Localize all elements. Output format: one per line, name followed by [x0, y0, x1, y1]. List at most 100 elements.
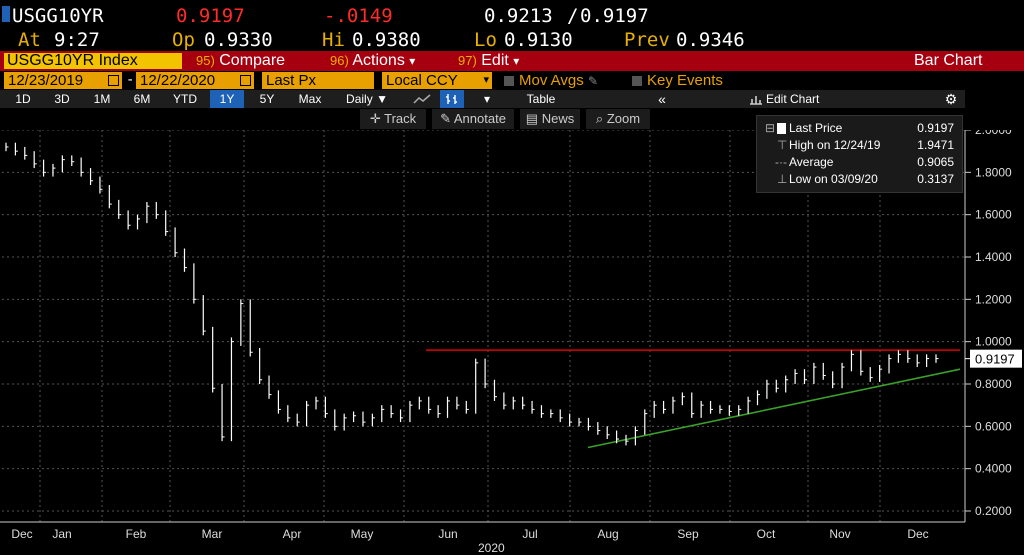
- field-select[interactable]: Last Px: [262, 72, 374, 89]
- magnifier-icon: ⌕: [595, 111, 604, 126]
- mov-avgs-toggle[interactable]: Mov Avgs ✎: [504, 72, 598, 89]
- chart-type-label: Bar Chart: [914, 52, 983, 69]
- ticker-symbol: USGG10YR: [12, 5, 104, 27]
- checkbox-icon: [504, 76, 514, 86]
- chart-options-dropdown[interactable]: ▾: [483, 92, 491, 106]
- chevron-down-icon: ▾: [483, 74, 489, 86]
- edit-dropdown-icon: ▾: [513, 54, 520, 68]
- bar-style-button[interactable]: [440, 90, 464, 108]
- period-tab-ytd[interactable]: YTD: [173, 92, 197, 106]
- security-field[interactable]: USGG10YR Index: [4, 51, 184, 71]
- collapse-icon[interactable]: «: [658, 91, 666, 107]
- last-value-label: 0.9197: [975, 352, 1015, 367]
- high-label: Hi: [322, 29, 345, 51]
- bid-ask-separator: /: [567, 5, 579, 27]
- x-tick-label: Jul: [522, 527, 537, 541]
- y-tick-label: 0.8000: [975, 377, 1012, 391]
- calendar-icon: [108, 75, 119, 86]
- y-tick-label: 1.2000: [975, 292, 1012, 306]
- period-tab-1m[interactable]: 1M: [93, 92, 111, 106]
- checkbox-icon: [632, 76, 642, 86]
- net-change: -.0149: [324, 5, 393, 27]
- y-tick-label: 2.0000: [975, 130, 1012, 137]
- chart-grid: [2, 130, 965, 522]
- x-axis: Dec Jan Feb Mar Apr May Jun Jul Aug Sep Oct Nov Dec: [0, 521, 965, 541]
- table-button[interactable]: Table: [526, 92, 556, 106]
- y-tick-label: 1.6000: [975, 208, 1012, 222]
- price-chart[interactable]: 2.0000 1.8000 1.6000 1.4000 1.2000 1.0000 0.80…: [0, 130, 1024, 554]
- compare-button[interactable]: 95) Compare: [196, 52, 286, 69]
- last-time: 9:27: [54, 29, 100, 51]
- last-value-badge: [970, 349, 1022, 368]
- period-tab-1d[interactable]: 1D: [15, 92, 31, 106]
- x-tick-label: Feb: [126, 527, 147, 541]
- pencil-icon: ✎: [587, 74, 598, 88]
- crosshair-icon: ✛: [369, 111, 381, 126]
- bid-value: 0.9213: [484, 5, 553, 27]
- zoom-button[interactable]: ⌕ Zoom: [586, 109, 650, 129]
- high-marker-icon: ⊤: [777, 138, 788, 152]
- y-tick-label: 0.4000: [975, 462, 1012, 476]
- x-axis-year-label: 2020: [478, 541, 505, 555]
- period-tab-3d[interactable]: 3D: [54, 92, 70, 106]
- line-chart-icon: [413, 94, 431, 104]
- x-tick-label: Aug: [597, 527, 618, 541]
- security-field-text: USGG10YR Index: [7, 52, 138, 69]
- ask-value: 0.9197: [580, 5, 649, 27]
- y-tick-label: 1.0000: [975, 335, 1012, 349]
- period-tab-5y[interactable]: 5Y: [259, 92, 275, 106]
- legend-average: -·- Average 0.9065: [775, 155, 954, 169]
- period-tab-1y[interactable]: 1Y: [210, 90, 244, 108]
- currency-select[interactable]: Local CCY ▾: [382, 72, 492, 89]
- y-axis: 2.0000 1.8000 1.6000 1.4000 1.2000 1.0000 0.80…: [964, 130, 1022, 522]
- series-swatch: [777, 123, 786, 134]
- x-tick-label: Dec: [907, 527, 928, 541]
- period-tab-max[interactable]: Max: [298, 92, 322, 106]
- legend-low: ⊥ Low on 03/09/20 0.3137: [777, 172, 954, 186]
- period-tab-6m[interactable]: 6M: [133, 92, 151, 106]
- line-style-button[interactable]: [408, 90, 436, 108]
- actions-button[interactable]: 96) Actions ▾: [330, 52, 416, 69]
- x-tick-label: Dec: [11, 527, 32, 541]
- frequency-select[interactable]: Daily ▼: [346, 92, 388, 106]
- price-bars: [5, 142, 939, 446]
- end-date-field[interactable]: 12/22/2020: [136, 72, 254, 89]
- ticker-flag: [2, 6, 10, 22]
- y-tick-label: 1.8000: [975, 165, 1012, 179]
- annotate-button[interactable]: ✎ Annotate: [432, 109, 514, 129]
- key-events-toggle[interactable]: Key Events: [632, 72, 723, 89]
- calendar-icon: [240, 75, 251, 86]
- open-label: Op: [172, 29, 195, 51]
- last-value: 0.9197: [176, 5, 245, 27]
- menu-bar: [0, 51, 1024, 71]
- edit-chart-button[interactable]: Edit Chart: [734, 90, 834, 108]
- track-button[interactable]: ✛ Track: [360, 109, 426, 129]
- low-value: 0.9130: [504, 29, 573, 51]
- x-tick-label: Jun: [438, 527, 457, 541]
- x-tick-label: Apr: [283, 527, 302, 541]
- legend-high: ⊤ High on 12/24/19 1.9471: [777, 138, 954, 152]
- trend-lines: [426, 349, 961, 449]
- settings-gear-icon[interactable]: ⚙: [944, 91, 958, 107]
- chart-edit-icon: [749, 96, 762, 105]
- x-tick-label: Mar: [202, 527, 223, 541]
- news-icon: ▤: [525, 111, 539, 126]
- pencil-icon: ✎: [440, 111, 451, 126]
- prev-label: Prev: [624, 29, 670, 51]
- start-date-field[interactable]: 12/23/2019: [4, 72, 122, 89]
- x-tick-label: May: [351, 527, 374, 541]
- legend-toggle-icon[interactable]: ⊟: [765, 121, 776, 135]
- x-tick-label: Nov: [829, 527, 850, 541]
- date-range-separator: -: [126, 72, 135, 88]
- actions-dropdown-icon: ▾: [409, 54, 416, 68]
- x-tick-label: Jan: [52, 527, 71, 541]
- chart-legend: ⊟ Last Price 0.9197 ⊤ High on 12/24/19 1…: [756, 115, 963, 193]
- x-tick-label: Oct: [757, 527, 776, 541]
- x-tick-label: Sep: [677, 527, 699, 541]
- high-value: 0.9380: [352, 29, 421, 51]
- y-tick-label: 0.6000: [975, 419, 1012, 433]
- edit-button[interactable]: 97) Edit ▾: [458, 52, 520, 69]
- y-tick-label: 1.4000: [975, 250, 1012, 264]
- average-marker-icon: -·-: [775, 155, 787, 169]
- news-button[interactable]: ▤ News: [520, 109, 580, 129]
